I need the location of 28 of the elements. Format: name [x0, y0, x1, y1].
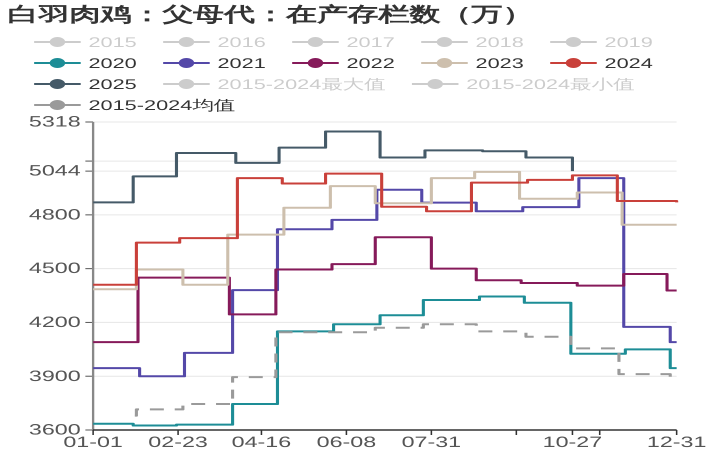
- x-tick-label: 10-27: [542, 434, 602, 451]
- legend-label: 2024: [604, 54, 653, 72]
- x-tick-label: 01-01: [63, 434, 123, 451]
- legend-item: 2021: [163, 54, 266, 72]
- legend-label: 2021: [217, 54, 266, 72]
- legend-item: 2023: [421, 54, 524, 72]
- legend-item: 2024: [550, 54, 653, 72]
- legend-label: 2020: [88, 54, 137, 72]
- y-tick-label: 4500: [28, 260, 81, 278]
- legend-label: 2022: [346, 54, 395, 72]
- x-tick-label: 02-23: [148, 434, 208, 451]
- legend-label: 2015-2024均值: [88, 96, 236, 114]
- y-tick-label: 4800: [28, 206, 81, 224]
- chart-title: 白羽肉鸡：父母代：在产存栏数（万）: [8, 2, 534, 26]
- legend-item: 2020: [34, 54, 137, 72]
- legend-item: 2022: [292, 54, 395, 72]
- legend-label: 2023: [476, 54, 524, 72]
- legend-item: 2025: [34, 76, 137, 92]
- y-tick-label: 3900: [28, 368, 81, 385]
- x-tick-label: 04-16: [232, 434, 292, 451]
- y-tick-label: 5318: [28, 114, 81, 130]
- y-tick-label: 5044: [28, 162, 81, 180]
- x-tick-label: 06-08: [316, 434, 376, 451]
- y-tick-label: 4200: [28, 314, 81, 331]
- x-tick-label: 12-31: [646, 434, 706, 451]
- legend-label: 2025: [88, 76, 137, 92]
- x-tick-label: 07-31: [402, 434, 462, 451]
- legend-item: 2015-2024均值: [34, 96, 236, 114]
